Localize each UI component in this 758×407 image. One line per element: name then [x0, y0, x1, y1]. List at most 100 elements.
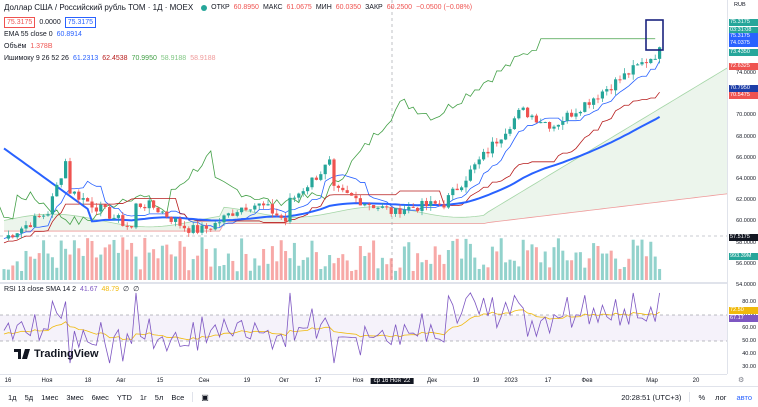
- candle-body: [398, 208, 402, 215]
- candle-body: [424, 200, 428, 207]
- candle-body: [486, 151, 490, 154]
- candle-body: [372, 205, 376, 209]
- candle-body: [222, 215, 226, 223]
- candle-body: [182, 225, 186, 229]
- time-label: 18: [84, 378, 92, 384]
- volume-bar: [328, 255, 332, 280]
- candle-body: [90, 201, 94, 208]
- candle-body: [257, 203, 261, 206]
- price-label: 75.3175: [729, 19, 758, 26]
- time-label: Дек: [426, 378, 438, 384]
- candle-body: [270, 204, 274, 214]
- candle-body: [77, 191, 81, 200]
- rsi-sma-line: [3, 309, 660, 341]
- time-label: Окт: [278, 378, 290, 384]
- volume-bar: [266, 263, 270, 280]
- candle-body: [614, 79, 618, 91]
- log-toggle[interactable]: лог: [715, 392, 727, 402]
- range-button[interactable]: Все: [171, 392, 185, 402]
- price-tick: 74.0000: [736, 70, 756, 76]
- low-value: 60.0350: [335, 4, 362, 11]
- tradingview-logo-text: TradingView: [34, 348, 99, 360]
- volume-bar: [59, 240, 63, 280]
- range-button[interactable]: 6мес: [91, 392, 109, 402]
- candle-body: [341, 187, 345, 191]
- candle-body: [570, 112, 574, 117]
- currency-label[interactable]: RUB: [734, 2, 746, 8]
- volume-bar: [2, 269, 6, 280]
- volume-bar: [11, 265, 15, 280]
- volume-bar: [548, 267, 552, 280]
- market-status-icon: [201, 4, 208, 11]
- candle-body: [86, 198, 90, 202]
- time-label: 17: [314, 378, 322, 384]
- volume-bar: [182, 246, 186, 280]
- range-button[interactable]: 3мес: [66, 392, 84, 402]
- volume-bar: [270, 246, 274, 280]
- candle-body: [358, 198, 362, 206]
- rsi-chart[interactable]: [0, 284, 727, 374]
- volume-bar: [363, 256, 367, 280]
- goto-date-icon[interactable]: ▣: [201, 392, 209, 402]
- candle-body: [266, 204, 270, 206]
- rsi-label: RSI 13 close SMA 14 2: [4, 285, 76, 293]
- range-button[interactable]: 1мес: [41, 392, 59, 402]
- range-button[interactable]: 1г: [139, 392, 147, 402]
- candle-body: [407, 206, 411, 210]
- candle-body: [574, 113, 578, 117]
- price-tick: 56.0000: [736, 260, 756, 267]
- candle-body: [209, 228, 213, 230]
- range-button[interactable]: YTD: [116, 392, 132, 402]
- candle-body: [314, 177, 318, 180]
- candle-body: [112, 217, 116, 219]
- candle-body: [244, 207, 248, 210]
- candle-body: [521, 107, 525, 110]
- ask-box[interactable]: 75.3175: [64, 17, 97, 28]
- time-axis[interactable]: 16 Ноя 18 Авг 15 Сен 19 Окт 17 Ноя ср 16 Ноя '22 Де…: [0, 374, 727, 387]
- volume-bar: [473, 257, 477, 280]
- volume-bar: [578, 252, 582, 280]
- volume-bar: [358, 246, 362, 280]
- volume-bar: [433, 246, 437, 280]
- candle-body: [6, 235, 10, 239]
- volume-bar: [574, 252, 578, 280]
- bid-box[interactable]: 75.3175: [4, 17, 36, 28]
- volume-bar: [169, 254, 173, 280]
- price-tick: 68.0000: [736, 133, 756, 140]
- candle-body: [231, 213, 235, 216]
- price-scale[interactable]: RUB 74.000072.000070.000068.000066.00006…: [727, 0, 758, 374]
- candle-body: [138, 203, 142, 207]
- volume-bar: [556, 238, 560, 280]
- candle-body: [367, 203, 371, 206]
- volume-bar: [592, 243, 596, 280]
- rsi-legend[interactable]: RSI 13 close SMA 14 2 41.67 48.79 ∅ ∅: [4, 285, 139, 294]
- rsi-v1: 41.67: [79, 285, 98, 293]
- symbol-title[interactable]: Доллар США / Российский рубль ТОМ · 1Д ·…: [4, 3, 194, 12]
- volume-bar: [385, 264, 389, 280]
- range-button[interactable]: 5д: [24, 392, 34, 402]
- price-tick: 54.0000: [736, 282, 756, 288]
- ichimoku-legend[interactable]: Ишимоку 9 26 52 26 61.2313 62.4538 70.99…: [4, 55, 216, 62]
- ema-legend[interactable]: EMA 55 close 0 60.8914: [4, 31, 82, 38]
- clock[interactable]: 20:28:51 (UTC+3): [621, 392, 682, 402]
- auto-toggle[interactable]: авто: [736, 392, 752, 402]
- candle-body: [196, 225, 200, 233]
- candle-body: [310, 177, 314, 188]
- price-chart[interactable]: [0, 0, 727, 282]
- volume-legend[interactable]: Объём 1.378B: [4, 43, 53, 50]
- range-button[interactable]: 5л: [154, 392, 164, 402]
- range-button[interactable]: 1д: [8, 392, 17, 402]
- percent-toggle[interactable]: %: [698, 392, 706, 402]
- rsi-pane[interactable]: RSI 13 close SMA 14 2 41.67 48.79 ∅ ∅ Tr…: [0, 284, 727, 374]
- pane-divider[interactable]: [0, 282, 758, 284]
- axis-settings-icon[interactable]: ⚙: [738, 377, 745, 384]
- volume-bar: [204, 248, 208, 280]
- candle-body: [200, 225, 204, 233]
- candle-body: [345, 190, 349, 193]
- main-chart-pane[interactable]: Доллар США / Российский рубль ТОМ · 1Д ·…: [0, 0, 727, 282]
- tradingview-logo[interactable]: TradingView: [14, 348, 99, 360]
- price-label: 993.39M: [729, 253, 758, 260]
- volume-bar: [455, 238, 459, 280]
- volume-bar: [37, 253, 41, 280]
- rsi-v3: ∅: [123, 286, 130, 293]
